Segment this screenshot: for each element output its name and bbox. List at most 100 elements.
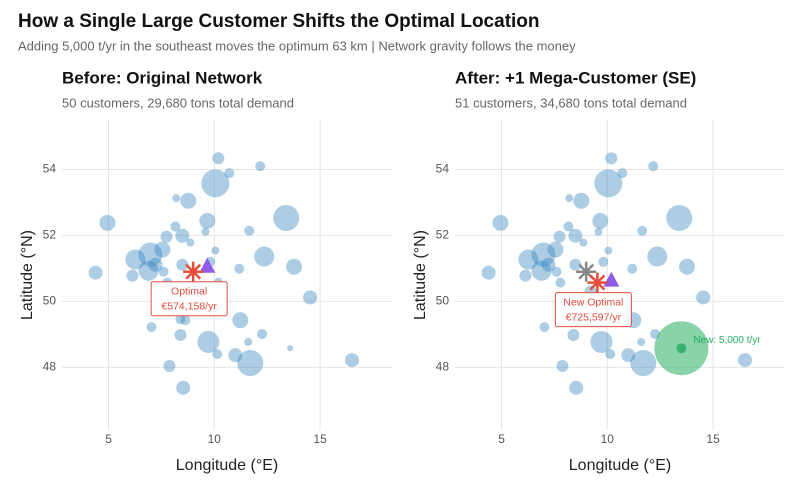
customer-bubble [568, 228, 583, 243]
y-tick-label: 54 [436, 162, 450, 176]
customer-bubble [565, 194, 574, 203]
customer-bubble [154, 241, 171, 258]
customer-bubble [303, 290, 318, 305]
panel-subtitle: 50 customers, 29,680 tons total demand [62, 95, 294, 110]
customer-bubble [590, 330, 613, 353]
customer-bubble [573, 192, 590, 209]
centroid-marker [603, 271, 620, 287]
customer-bubble [199, 212, 216, 229]
customer-bubble [553, 230, 566, 243]
customer-bubble [148, 257, 163, 272]
customer-bubble [273, 204, 300, 231]
customer-bubble [175, 314, 186, 325]
y-tick-label: 50 [43, 294, 57, 308]
customer-bubble [531, 242, 556, 267]
customer-bubble [234, 263, 245, 274]
customer-bubble [158, 266, 169, 277]
x-tick-label: 5 [498, 432, 505, 446]
customer-bubble [666, 204, 693, 231]
panel-title: Before: Original Network [62, 68, 263, 87]
new-customer-label: New: 5,000 t/yr [693, 335, 761, 346]
customer-bubble [541, 257, 556, 272]
customer-bubble [519, 269, 532, 282]
customer-bubble [146, 322, 157, 333]
new-customer-center [676, 343, 687, 354]
customer-bubble [176, 258, 189, 271]
x-tick-label: 5 [105, 432, 112, 446]
optimum-label: Optimal [171, 285, 207, 297]
customer-bubble [592, 212, 609, 229]
optimum-label: €574,158/yr [161, 300, 217, 312]
customer-bubble [555, 277, 566, 288]
optimum-marker [576, 261, 597, 282]
customer-bubble [287, 345, 294, 352]
optimum-label-box [554, 292, 632, 328]
customer-bubble [539, 322, 550, 333]
customer-bubble [604, 246, 613, 255]
customer-bubble [518, 249, 539, 270]
customer-bubble [126, 269, 139, 282]
optimum-marker [183, 261, 204, 282]
customer-bubble [180, 315, 191, 326]
customer-bubble [547, 241, 564, 258]
customer-bubble [492, 214, 509, 231]
y-axis-label: Latitude (°N) [412, 230, 429, 320]
customer-bubble [138, 260, 159, 281]
customer-bubble [637, 337, 646, 346]
x-tick-label: 10 [208, 432, 222, 446]
customer-bubble [237, 350, 264, 377]
optimum-label-box [150, 281, 228, 317]
x-tick-label: 15 [706, 432, 720, 446]
customer-bubble [696, 290, 711, 305]
customer-bubble [556, 360, 569, 373]
customer-bubble [180, 192, 197, 209]
x-tick-label: 10 [601, 432, 615, 446]
customer-bubble [99, 214, 116, 231]
customer-bubble [228, 348, 243, 363]
customer-bubble [563, 221, 574, 232]
customer-bubble [647, 246, 668, 267]
optimum-label: New Optimal [563, 296, 623, 308]
customer-bubble [244, 337, 253, 346]
customer-bubble [594, 227, 603, 236]
customer-bubble [175, 228, 190, 243]
y-tick-label: 54 [43, 162, 57, 176]
customer-bubble [621, 348, 636, 363]
customer-bubble [232, 312, 249, 329]
customer-bubble [630, 350, 657, 377]
customer-bubble [160, 230, 173, 243]
customer-bubble [255, 161, 266, 172]
customer-bubble [211, 246, 220, 255]
customer-bubble [125, 249, 146, 270]
optimum-arm [589, 274, 606, 291]
customer-bubble [738, 353, 753, 368]
customer-bubble [617, 168, 628, 179]
customer-bubble [186, 238, 195, 247]
customer-bubble [627, 263, 638, 274]
customer-bubble [286, 258, 303, 275]
panel-subtitle: 51 customers, 34,680 tons total demand [455, 95, 687, 110]
y-axis-label: Latitude (°N) [19, 230, 36, 320]
centroid-marker [199, 257, 216, 273]
figure-subtitle: Adding 5,000 t/yr in the southeast moves… [18, 38, 576, 53]
y-tick-label: 48 [43, 360, 57, 374]
customer-bubble [605, 152, 618, 165]
y-tick-label: 48 [436, 360, 450, 374]
panel-title: After: +1 Mega-Customer (SE) [455, 68, 696, 87]
y-tick-label: 52 [436, 228, 450, 242]
customer-bubble [481, 265, 496, 280]
customer-bubble [257, 329, 268, 340]
customer-bubble [569, 380, 584, 395]
customer-bubble [567, 329, 580, 342]
customer-bubble [637, 225, 648, 236]
customer-bubble [679, 258, 696, 275]
customer-bubble [531, 260, 552, 281]
y-tick-label: 52 [43, 228, 57, 242]
customer-bubble [345, 353, 360, 368]
customer-bubble [201, 227, 210, 236]
customer-bubble [212, 152, 225, 165]
customer-bubble [594, 169, 623, 198]
customer-bubble [197, 330, 220, 353]
customer-bubble [598, 256, 609, 267]
